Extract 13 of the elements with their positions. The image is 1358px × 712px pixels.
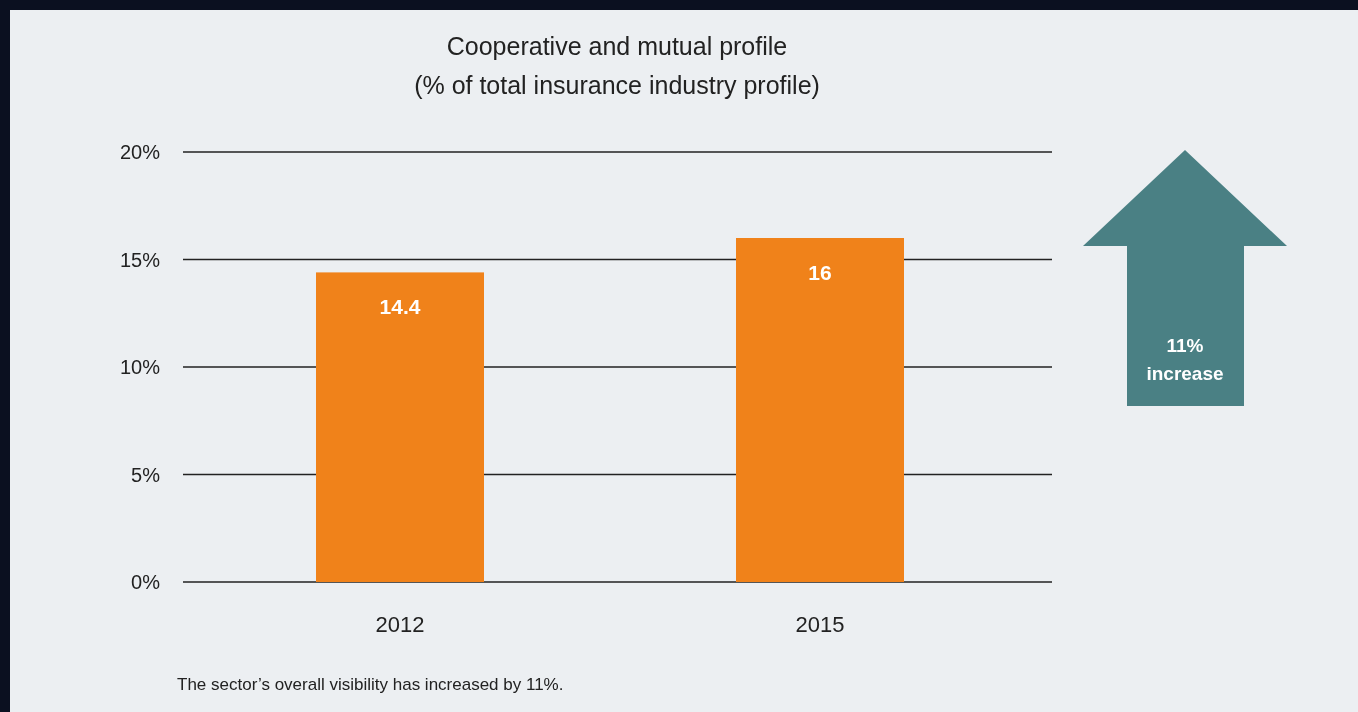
y-tick-label: 20% (119, 141, 161, 163)
x-tick-label: 2012 (375, 612, 425, 637)
y-tick-label: 15% (119, 248, 161, 271)
text: The sector’s overall visibility has increased by 11%. (177, 675, 564, 694)
y-tick-label: 5% (131, 463, 161, 486)
y-tick-label: 0% (131, 571, 161, 593)
chart-title: Cooperative and mutual profile (446, 32, 788, 60)
chart-subtitle: (% of total insurance industry profile) (414, 71, 820, 99)
data-label: 16 (808, 261, 832, 284)
x-tick-label: 2015 (795, 612, 845, 637)
text: 11% increase (1146, 335, 1224, 384)
y-tick-label: 10% (119, 356, 161, 378)
data-label: 14.4 (379, 295, 421, 319)
